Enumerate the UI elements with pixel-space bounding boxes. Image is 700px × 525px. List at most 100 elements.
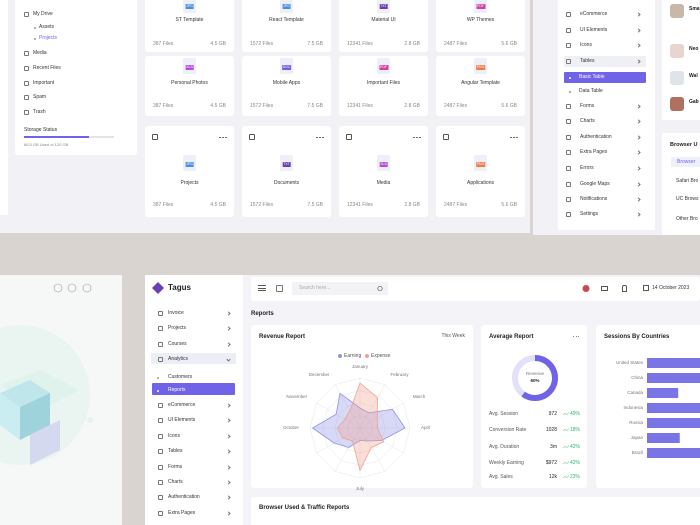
file-type: PNG [475,64,486,70]
file-name: Applications [467,180,494,186]
file-card[interactable] [339,126,428,217]
nav-item[interactable]: eCommerce [168,402,196,408]
menu-item[interactable]: Charts [580,118,595,124]
revenue-card [251,325,473,488]
nav-item[interactable]: Charts [168,479,183,485]
nav-icon [158,342,163,347]
menu-item[interactable]: Tables [580,58,595,64]
nav-item[interactable]: Customers [168,374,193,380]
mail-icon[interactable] [601,286,608,291]
nav-item[interactable]: Assets [39,24,55,30]
file-card[interactable] [242,126,331,217]
nav-dot [157,376,159,379]
file-type: DOC [281,64,292,70]
menu-icon [566,182,571,187]
file-type: XLS [379,161,388,167]
nav-active-bg [152,383,235,395]
nav-item[interactable]: Icons [168,433,180,439]
menu-item[interactable]: Google Maps [580,181,610,187]
menu-item[interactable]: Extra Pages [580,149,608,155]
menu-card [558,0,655,230]
more-dot [573,336,575,338]
file-card[interactable] [436,126,525,217]
radar-label: December [308,371,330,377]
radar-spoke [359,384,386,429]
file-size: 4.5 GB [210,41,226,47]
metric-value: 972 [548,411,557,417]
nav-item[interactable]: Analytics [168,356,189,362]
submenu-item[interactable]: Basic Table [579,74,605,80]
file-count: 12341 Files [347,202,373,208]
menu-item[interactable]: Settings [580,211,599,217]
browser-card [662,133,700,235]
nav-item[interactable]: UI Elements [168,417,196,423]
search-placeholder[interactable]: Search here... [299,285,331,291]
more-dot [413,136,415,138]
menu-item[interactable]: eCommerce [580,11,608,17]
storage-text: 86.5 GB Used of 120 GB [24,142,69,147]
radar-spoke [359,427,386,472]
radar-spoke [316,402,361,429]
country-label: Canada [627,389,643,395]
average-card [481,325,587,488]
nav-item[interactable]: Projects [39,35,58,41]
submenu-item[interactable]: Data Table [579,88,603,94]
menu-item[interactable]: Notifications [580,196,608,202]
menu-icon [566,43,571,48]
menu-item[interactable]: Forms [580,103,595,109]
file-type: TXT [379,3,388,9]
menu-item[interactable]: Icons [580,42,592,48]
nav-icon [158,311,163,316]
nav-dot [157,389,159,392]
more-dot [575,336,577,338]
nav-icon [158,495,163,500]
menu-item[interactable]: Errors [580,165,594,171]
nav-item[interactable]: Reports [168,387,186,393]
metric-value: 1028 [545,427,557,433]
file-name: ST Template [175,17,204,23]
nav-item[interactable]: Media [33,50,47,56]
bell-icon[interactable] [622,285,627,292]
checkbox[interactable] [152,134,158,140]
nav-item[interactable]: Recent Files [33,65,61,71]
search-box[interactable] [292,282,388,295]
more-dot [222,136,224,138]
nav-item[interactable]: Tables [168,448,183,454]
more-dot [578,336,580,338]
avatar [670,44,684,58]
file-name: Mobile Apps [272,80,301,86]
nav-item[interactable]: Forms [168,464,183,470]
menu-icon [566,135,571,140]
grid-button[interactable] [276,285,283,292]
menu-item[interactable]: Authentication [580,134,612,140]
nav-item[interactable]: Spam [33,94,47,100]
avatar [670,4,684,18]
more-dot [319,136,321,138]
nav-item[interactable]: Trash [33,109,46,115]
checkbox[interactable] [249,134,255,140]
menu-item[interactable]: UI Elements [580,27,608,33]
checkbox[interactable] [443,134,449,140]
file-type: PDF [379,64,388,70]
checkbox[interactable] [346,134,352,140]
nav-item[interactable]: Extra Pages [168,510,196,516]
nav-item[interactable]: Projects [168,325,187,331]
period-select[interactable]: This Week [441,333,465,339]
nav-item[interactable]: My Drive [33,11,53,17]
file-size: 7.5 GB [307,103,323,109]
nav-item[interactable]: Important [33,80,55,86]
nav-item[interactable]: Courses [168,341,187,347]
nav-icon [158,357,163,362]
table-header [671,157,700,167]
file-count: 1572 Files [250,41,274,47]
nav-icon [24,51,29,56]
file-type: XLS [185,64,194,70]
nav-item[interactable]: Invoice [168,310,184,316]
nav-item[interactable]: Authentication [168,494,200,500]
file-size: 5.6 GB [501,202,517,208]
user-name: Gab [689,99,699,105]
file-name: Important Files [366,80,401,86]
browser-row: UC Brows [676,196,699,202]
left-strip [0,0,8,215]
file-card[interactable] [145,126,234,217]
